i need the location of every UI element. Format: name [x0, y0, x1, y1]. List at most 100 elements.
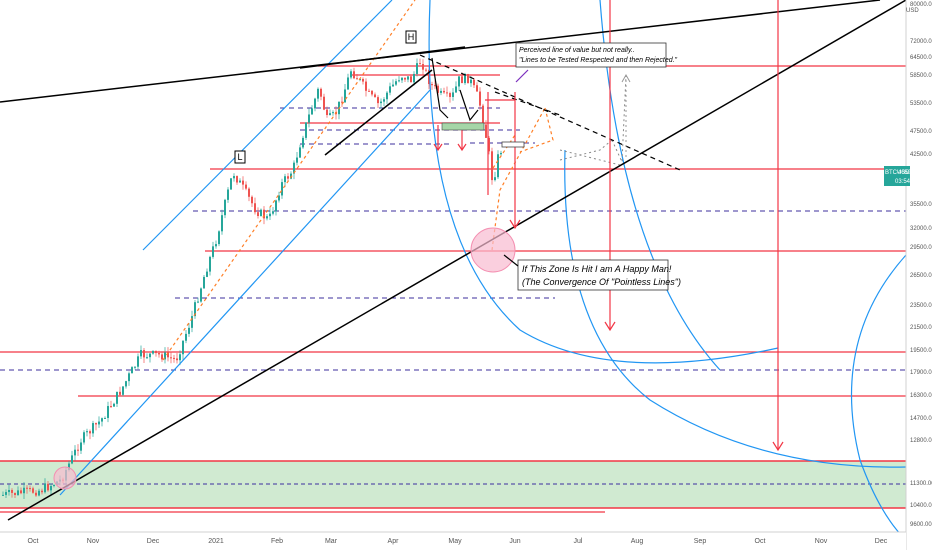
candles [2, 58, 502, 500]
candle-body [344, 89, 346, 103]
candle-body [53, 485, 55, 487]
candle-body [287, 176, 289, 179]
candle-body [233, 176, 235, 179]
candle-body [170, 357, 172, 359]
candle-body [458, 76, 460, 87]
candle-body [275, 200, 277, 212]
candle-body [383, 99, 385, 102]
candle-body [206, 271, 208, 277]
candle-body [218, 231, 220, 245]
price-tick-label: 64500.00 [910, 55, 932, 61]
time-axis[interactable]: Oct Nov Dec 2021 Feb Mar Apr May Jun Jul Aug Sep Oct… [28, 538, 888, 545]
candle-body [77, 449, 79, 451]
candle-body [329, 113, 331, 116]
annotation-line: "Lines to be Tested Respected and then R… [519, 57, 678, 64]
candle-body [146, 357, 148, 359]
candle-body [293, 162, 295, 174]
time-tick-label: Oct [28, 538, 39, 545]
candle-body [41, 490, 43, 493]
candle-body [278, 195, 280, 201]
time-tick-label: Oct [755, 538, 766, 545]
candle-body [32, 488, 34, 493]
time-tick-label: Mar [325, 538, 338, 545]
annotation-value-line: Perceived line of value but not really..… [515, 42, 678, 68]
candle-body [365, 81, 367, 91]
candle-body [101, 418, 103, 422]
candle-body [491, 151, 493, 181]
candle-body [413, 73, 415, 83]
candle-body [197, 301, 199, 303]
purple-arrow [515, 69, 529, 83]
red-arrow-head [457, 143, 467, 152]
price-label-background [884, 166, 910, 186]
price-tick-label: 80000.00 [910, 2, 932, 8]
candle-body [350, 71, 352, 78]
candle-body [14, 492, 16, 495]
red-arrow-head [433, 143, 443, 152]
candle-body [134, 366, 136, 368]
small-box [501, 141, 525, 148]
candle-body [296, 157, 298, 163]
candle-body [212, 246, 214, 257]
candle-body [347, 77, 349, 90]
annotation-happy-zone: If This Zone Is Hit I am A Happy Man! (T… [503, 254, 681, 291]
candle-body [260, 209, 262, 216]
candle-body [371, 90, 373, 95]
annotation-line: (The Convergence Of "Pointless Lines") [522, 277, 681, 287]
candle-body [470, 79, 472, 84]
price-tick-label: 21500.00 [910, 325, 932, 331]
candle-body [389, 86, 391, 93]
candle-body [242, 180, 244, 185]
time-tick-label: Dec [147, 538, 160, 545]
candle-body [380, 101, 382, 104]
candle-body [179, 354, 181, 361]
price-tick-label: 53500.00 [910, 101, 932, 107]
zigzag-arrow [431, 57, 449, 119]
candle-body [29, 488, 31, 490]
price-axis-background [906, 0, 932, 550]
candle-body [266, 216, 268, 219]
red-arrow-head [604, 321, 616, 332]
price-tick-label: 42500.00 [910, 152, 932, 158]
candle-body [98, 421, 100, 425]
candle-body [425, 69, 427, 71]
candle-body [254, 203, 256, 213]
price-tick-label: 32000.00 [910, 226, 932, 232]
annotation-box [515, 42, 667, 68]
candle-body [446, 92, 448, 94]
orange-projection-path [492, 134, 516, 169]
channel-lower-line [59, 89, 431, 496]
marker-box [234, 150, 246, 164]
candle-body [209, 256, 211, 272]
candle-body [419, 63, 421, 65]
candle-body [104, 417, 106, 419]
candle-body [272, 211, 274, 214]
candle-body [239, 180, 241, 183]
current-price-label: BTCUSD 40506.80 03:54:36 [884, 166, 924, 186]
candle-body [167, 352, 169, 358]
candle-body [122, 386, 124, 395]
candle-body [395, 81, 397, 85]
candle-body [221, 215, 223, 232]
candle-body [263, 209, 265, 219]
candle-body [71, 455, 73, 464]
candle-body [422, 64, 424, 70]
candle-body [299, 147, 301, 158]
candle-body [488, 137, 490, 152]
origin-zone-circle [53, 466, 77, 490]
marker-h: H [405, 30, 417, 44]
candle-body [320, 88, 322, 97]
candle-body [392, 84, 394, 87]
candle-body [368, 90, 370, 92]
candle-body [194, 302, 196, 317]
candle-body [176, 358, 178, 361]
price-axis[interactable]: 80000.00 72000.00 64500.00 58500.00 53500.00… [910, 2, 932, 528]
candle-body [317, 88, 319, 99]
candle-body [494, 177, 496, 181]
candle-body [224, 199, 226, 216]
price-tick-label: 17900.00 [910, 370, 932, 376]
price-tick-label: 58500.00 [910, 73, 932, 79]
candle-body [227, 189, 229, 200]
annotation-line: If This Zone Is Hit I am A Happy Man! [522, 264, 672, 274]
